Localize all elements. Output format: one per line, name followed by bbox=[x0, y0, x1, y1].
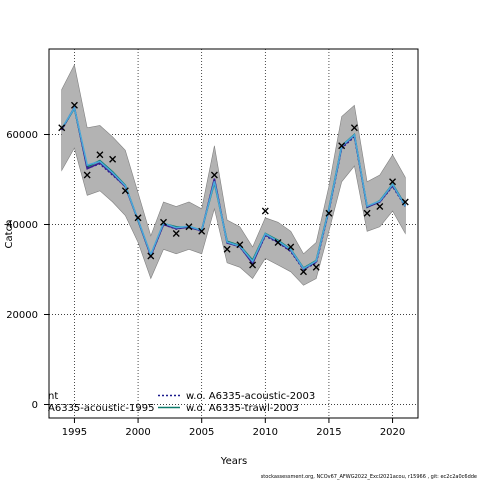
y-axis-label: Catch bbox=[4, 220, 15, 249]
observed-point bbox=[312, 263, 320, 271]
legend-item: w.o. A6335-trawl-2003 bbox=[158, 403, 299, 414]
x-tick-label: 2020 bbox=[380, 427, 405, 438]
observed-point bbox=[134, 214, 142, 222]
y-tick-label: 60000 bbox=[6, 130, 38, 141]
x-tick-label: 1995 bbox=[62, 427, 87, 438]
series-line bbox=[61, 105, 406, 271]
observed-point bbox=[223, 245, 231, 253]
plot-border bbox=[48, 48, 419, 419]
footer-credit: stockassessment.org, NCOv67_AFWG2022_Exc… bbox=[261, 474, 477, 480]
observed-point bbox=[70, 101, 78, 109]
observed-point bbox=[58, 124, 66, 132]
observed-point bbox=[210, 171, 218, 179]
observed-point bbox=[160, 218, 167, 226]
x-tick-label: 2005 bbox=[189, 427, 214, 438]
observed-point bbox=[389, 178, 397, 186]
observed-point bbox=[401, 198, 409, 206]
legend-label: A6335-acoustic-1995 bbox=[48, 403, 154, 414]
y-tick-label: 20000 bbox=[6, 310, 38, 321]
legend-label: w.o. A6335-acoustic-2003 bbox=[186, 391, 315, 402]
observed-point bbox=[172, 230, 180, 237]
x-tick-label: 2010 bbox=[253, 427, 278, 438]
observed-point bbox=[185, 223, 193, 231]
observed-point bbox=[261, 207, 269, 215]
legend-label: w.o. A6335-trawl-2003 bbox=[186, 403, 299, 414]
x-axis-ticks: 1995 2000 2005 2010 2015 2020 bbox=[62, 418, 405, 438]
observed-point bbox=[198, 227, 206, 235]
observed-point bbox=[109, 155, 117, 163]
x-axis-label: Years bbox=[220, 456, 247, 467]
legend-label: nt bbox=[48, 391, 58, 402]
observed-point bbox=[363, 209, 371, 217]
observed-point bbox=[249, 261, 257, 269]
y-tick-label: 40000 bbox=[6, 220, 38, 231]
observed-point bbox=[300, 268, 307, 276]
series-lines bbox=[61, 105, 406, 271]
observed-point bbox=[236, 241, 244, 249]
series-line bbox=[61, 105, 406, 270]
x-tick-label: 2015 bbox=[316, 427, 341, 438]
legend-item: A6335-acoustic-1995 bbox=[48, 403, 154, 414]
observed-point bbox=[350, 124, 358, 132]
observed-point bbox=[83, 171, 91, 179]
observed-point bbox=[147, 252, 155, 260]
legend-item: nt bbox=[48, 391, 58, 402]
observed-point bbox=[376, 203, 384, 210]
observed-points bbox=[58, 101, 409, 276]
confidence-band bbox=[61, 63, 406, 286]
observed-point bbox=[274, 239, 282, 246]
x-tick-label: 2000 bbox=[125, 427, 150, 438]
observed-point bbox=[121, 187, 129, 195]
y-axis-ticks: 0 20000 40000 60000 bbox=[6, 130, 49, 411]
observed-point bbox=[325, 209, 333, 217]
observed-point bbox=[96, 151, 104, 159]
observed-point bbox=[287, 243, 295, 251]
y-tick-label: 0 bbox=[32, 400, 38, 411]
legend-item: w.o. A6335-acoustic-2003 bbox=[158, 391, 315, 402]
observed-point bbox=[338, 142, 346, 150]
